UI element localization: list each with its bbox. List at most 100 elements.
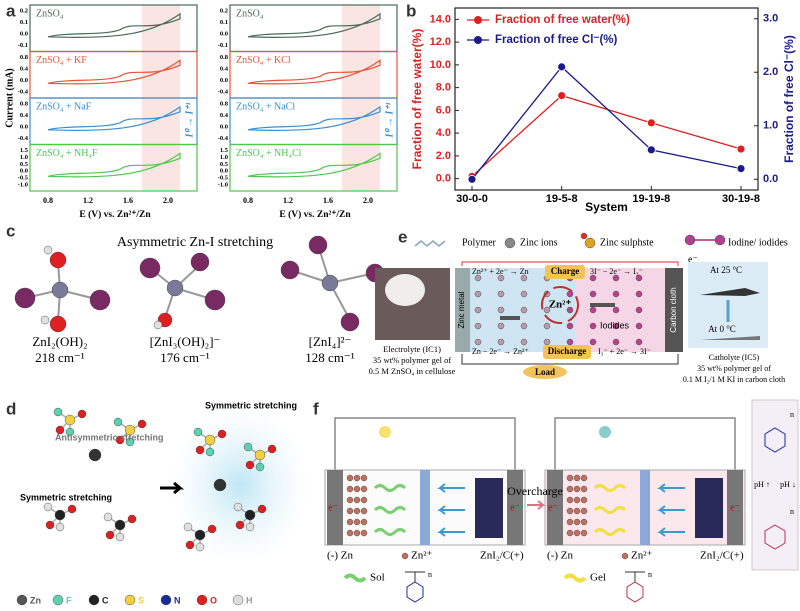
atom [124, 424, 136, 436]
ion-cycle [541, 286, 579, 324]
electron-label: e⁻ [510, 502, 520, 513]
arrow [657, 527, 685, 537]
caption: Catholyte (IC5) [709, 353, 760, 362]
atom [580, 474, 588, 482]
y-tick-label: 6.0 [436, 104, 451, 116]
caption: Electrolyte (IC1) [383, 344, 441, 354]
atom [474, 322, 482, 330]
electron-label: e⁻ [548, 502, 558, 513]
series-line [471, 65, 742, 180]
subplot-frame [229, 143, 398, 192]
y-axis-label: Fraction of free water(%) [410, 29, 424, 170]
y-tick-label: -0.5 [218, 175, 229, 182]
trace-label: ZnSO₄ + NH₄Cl [236, 148, 302, 159]
cv-curve [47, 152, 181, 178]
cv-curve [247, 105, 381, 132]
y-tick-label: 0.0 [220, 123, 228, 130]
atom [589, 306, 597, 314]
arrow [657, 483, 685, 493]
ion-label: Zn²⁺ [631, 550, 653, 562]
atom [360, 496, 368, 504]
atom [213, 478, 227, 492]
atom [520, 290, 528, 298]
ph-label: pH ↓ [780, 480, 796, 489]
data-point [736, 164, 746, 173]
atom [255, 462, 265, 472]
y-tick-label: 0.0 [20, 123, 28, 130]
atom [207, 524, 217, 534]
atom [714, 234, 726, 246]
anode-label: (-) Zn [327, 550, 353, 562]
atom [635, 338, 643, 346]
atom [139, 257, 161, 279]
data-point [646, 145, 656, 155]
atom [566, 474, 574, 482]
atom [543, 322, 551, 330]
arrow [657, 505, 685, 515]
atom [45, 520, 55, 530]
atom [474, 274, 482, 282]
data-point [467, 174, 477, 184]
atom [125, 437, 135, 447]
y-tick-label: -1.0 [18, 181, 28, 188]
y-tick-label: 0.0 [20, 168, 28, 175]
atom [321, 274, 339, 292]
y-tick-label: 0.8 [20, 54, 29, 61]
repeat-unit: n [790, 410, 794, 419]
atom [566, 518, 574, 526]
atom [635, 306, 643, 314]
atom [360, 474, 368, 482]
atom [243, 442, 253, 452]
annotation: I⁰ → I⁺¹ [384, 102, 395, 138]
atom [497, 338, 505, 346]
separator [420, 470, 430, 545]
atom [360, 529, 368, 537]
plot-frame [454, 7, 759, 191]
atom [49, 251, 67, 269]
atom [205, 447, 215, 457]
x-tick-label: 0.8 [243, 196, 253, 205]
atom [684, 234, 696, 246]
circuit [461, 261, 679, 266]
atom [635, 290, 643, 298]
atom [520, 274, 528, 282]
atom [160, 594, 172, 606]
atom [566, 322, 574, 330]
y-tick-label: 0.5 [20, 161, 29, 168]
atom [14, 287, 36, 309]
atom [474, 306, 482, 314]
anode [547, 470, 563, 545]
atom [584, 237, 596, 249]
y-tick-label: -0.5 [18, 175, 29, 182]
legend-label: S [138, 595, 144, 605]
atom [360, 485, 368, 493]
pyridinium [764, 427, 786, 453]
atom [401, 552, 409, 560]
atom [353, 518, 361, 526]
atom [589, 338, 597, 346]
y2-tick-label: 2.0 [763, 66, 778, 78]
y-tick-label: 0.2 [20, 7, 28, 14]
gel-icon [343, 573, 367, 583]
anode-label: (-) Zn [547, 550, 573, 562]
y-tick-label: 0.8 [220, 54, 229, 61]
atom [233, 502, 243, 512]
repeat-unit: n [648, 570, 652, 579]
ion-label: Zn²⁺ [411, 550, 433, 562]
arrow [437, 483, 465, 493]
y-tick-label: 1.5 [220, 147, 229, 154]
y-tick-label: 2.0 [436, 150, 451, 162]
legend-label: Zinc sulphste [600, 237, 654, 248]
y-tick-label: 1.5 [20, 147, 29, 154]
atom [566, 338, 574, 346]
y-tick-label: 1.0 [220, 154, 228, 161]
structure [625, 571, 645, 582]
atom [573, 507, 581, 515]
species-frequency: 128 cm⁻¹ [305, 350, 354, 365]
x-tick-label: 19-5-8 [546, 193, 578, 205]
process-label: Discharge [548, 346, 587, 356]
atom [204, 434, 216, 446]
y-tick-label: 8.0 [436, 82, 451, 94]
y2-axis-label: Fraction of free Cl⁻(%) [782, 35, 796, 163]
x-tick-label: 2.0 [163, 196, 173, 205]
